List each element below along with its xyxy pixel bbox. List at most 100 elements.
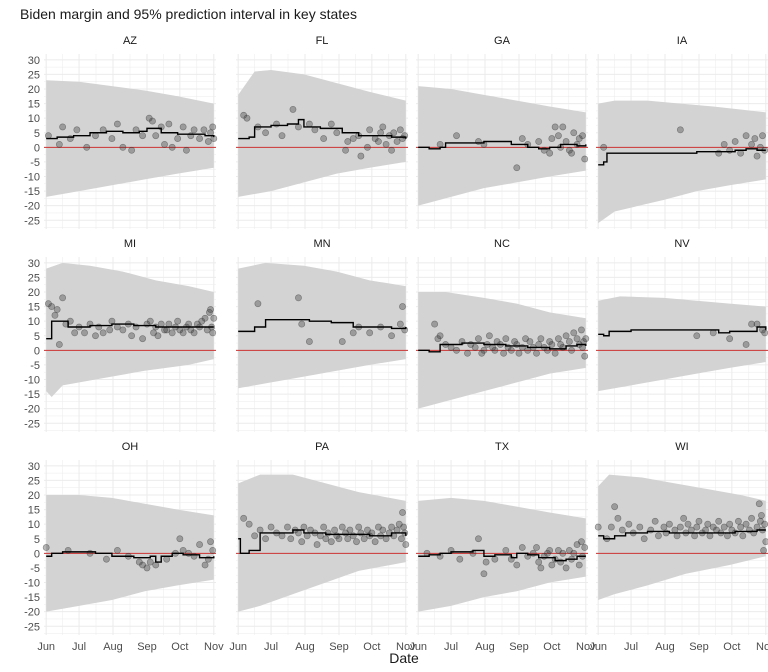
- poll-point: [559, 344, 567, 351]
- poll-point: [456, 555, 464, 563]
- poll-point: [748, 320, 755, 328]
- poll-point: [86, 549, 94, 557]
- poll-point: [132, 126, 140, 134]
- poll-point: [720, 141, 728, 148]
- poll-point: [313, 541, 321, 548]
- poll-point: [662, 529, 670, 537]
- poll-point: [163, 555, 171, 563]
- y-tick-label: -25: [24, 215, 40, 227]
- prediction-interval-band: [598, 474, 766, 600]
- poll-point: [306, 120, 313, 128]
- poll-point: [83, 143, 91, 151]
- poll-point: [333, 129, 341, 137]
- margin-line: [418, 549, 586, 562]
- x-tick-label: Oct: [543, 641, 560, 653]
- poll-point: [267, 523, 275, 531]
- poll-point: [480, 570, 488, 578]
- poll-point: [366, 126, 374, 134]
- panel-title: GA: [494, 35, 511, 47]
- panel-tx: TX Jun Jul Aug Sep Oct Nov: [409, 441, 596, 653]
- poll-point: [143, 564, 151, 572]
- x-tick-label: Sep: [689, 641, 709, 653]
- y-tick-label: 5: [34, 331, 40, 343]
- poll-point: [207, 306, 214, 313]
- poll-point: [190, 329, 198, 337]
- poll-point: [103, 555, 110, 563]
- poll-point: [51, 311, 59, 319]
- poll-point: [398, 535, 405, 543]
- prediction-interval-band: [238, 70, 406, 197]
- poll-point: [300, 523, 308, 531]
- panel-pa: PA Jun Jul Aug Sep Oct Nov: [229, 441, 416, 653]
- poll-point: [742, 132, 750, 140]
- panel-title: PA: [315, 441, 330, 453]
- x-tick-label: Nov: [576, 641, 596, 653]
- poll-point: [139, 132, 146, 140]
- margin-line: [238, 529, 407, 555]
- poll-point: [165, 120, 173, 128]
- poll-point: [625, 520, 633, 528]
- poll-point: [55, 141, 63, 148]
- x-tick-label: Jun: [229, 641, 247, 653]
- x-tick-label: Sep: [509, 641, 529, 653]
- poll-point: [548, 135, 556, 142]
- poll-point: [157, 320, 165, 328]
- poll-point: [704, 520, 712, 528]
- panel-oh: OH 30 25 20 15 10 5 0 -5 -10 -15 -20 -25 Jun Jul Aug Sep…: [24, 441, 224, 653]
- poll-point: [739, 532, 747, 540]
- poll-point: [581, 544, 589, 551]
- poll-point: [295, 529, 302, 537]
- poll-point: [755, 500, 763, 508]
- poll-point: [647, 526, 655, 534]
- poll-point: [168, 329, 176, 337]
- y-tick-label: 20: [28, 287, 40, 299]
- poll-point: [402, 541, 410, 548]
- poll-point: [327, 120, 335, 128]
- poll-point: [64, 547, 72, 554]
- poll-point: [702, 526, 709, 534]
- poll-point: [311, 126, 319, 134]
- poll-point: [209, 547, 217, 554]
- poll-point: [335, 535, 343, 543]
- poll-point: [273, 120, 280, 128]
- poll-point: [114, 120, 121, 128]
- poll-point: [535, 138, 543, 145]
- poll-point: [562, 332, 570, 340]
- poll-point: [59, 123, 67, 131]
- poll-point: [726, 335, 734, 343]
- poll-point: [573, 335, 581, 343]
- margin-line: [46, 320, 214, 340]
- poll-point: [715, 517, 723, 525]
- poll-point: [382, 141, 390, 148]
- poll-point: [379, 526, 387, 534]
- poll-point: [513, 164, 521, 172]
- x-tick-label: Aug: [103, 641, 123, 653]
- poll-point: [471, 344, 479, 351]
- poll-point: [190, 552, 198, 560]
- poll-point: [636, 523, 644, 531]
- poll-point: [515, 349, 523, 357]
- y-tick-label: -5: [30, 157, 40, 169]
- poll-point: [761, 329, 768, 337]
- y-tick-label: -25: [24, 621, 40, 633]
- margin-line: [418, 342, 587, 353]
- poll-point: [59, 294, 67, 302]
- x-tick-label: Sep: [329, 641, 349, 653]
- poll-point: [73, 126, 81, 134]
- poll-point: [139, 335, 146, 343]
- poll-point: [431, 320, 439, 328]
- x-tick-label: Jul: [444, 641, 458, 653]
- poll-point: [565, 338, 573, 345]
- y-tick-label: 15: [28, 99, 40, 111]
- prediction-interval-band: [418, 86, 586, 206]
- poll-point: [108, 135, 116, 142]
- poll-point: [537, 564, 545, 572]
- poll-point: [535, 558, 543, 566]
- y-tick-label: -15: [24, 592, 40, 604]
- x-tick-label: Jul: [264, 641, 278, 653]
- poll-point: [42, 544, 50, 551]
- poll-point: [179, 123, 187, 131]
- poll-point: [320, 135, 328, 142]
- poll-point: [693, 523, 701, 531]
